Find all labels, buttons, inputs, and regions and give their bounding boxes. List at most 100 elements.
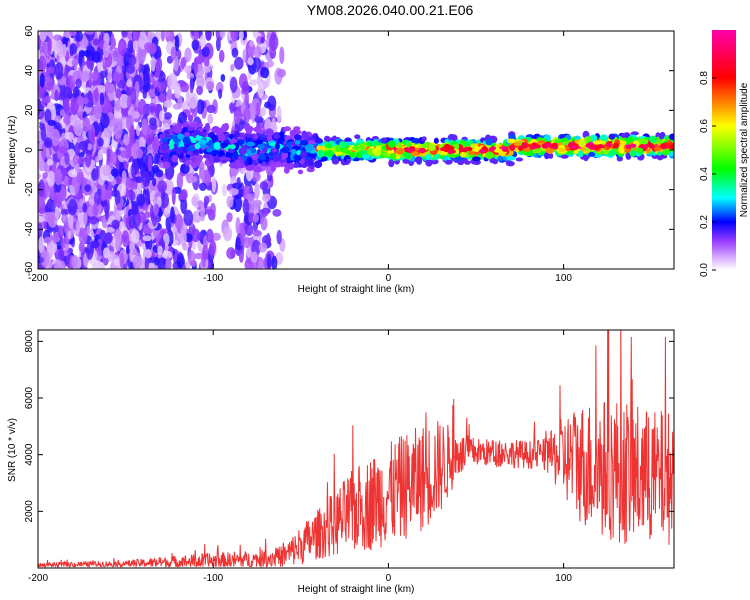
spectrogram-cell [272, 154, 279, 163]
spectrogram-cell [91, 51, 101, 63]
spectrogram-cell [193, 57, 199, 76]
spectrogram-cell [71, 58, 79, 67]
spectrogram-cell [171, 187, 176, 205]
spectrogram-cell [135, 148, 143, 159]
spectrogram-cell [174, 213, 183, 231]
spectrogram-cell [68, 213, 74, 229]
spectrogram-cell [142, 170, 151, 188]
spectrogram-cell [228, 188, 239, 196]
spectrogram-cell [226, 195, 234, 208]
spectrogram-cell [488, 147, 495, 152]
spectrogram-cell [662, 148, 670, 156]
spectrogram-cell [127, 31, 132, 40]
spectrogram-cell [287, 162, 294, 170]
spectrogram-cell [613, 143, 620, 148]
spectrogram-cell [468, 150, 476, 156]
spectrogram-cell [162, 152, 170, 160]
spectrogram-cell [176, 172, 184, 190]
spectrogram-cell [248, 79, 257, 86]
spectrogram-cell [513, 141, 521, 147]
spectrogram-cell [203, 195, 210, 206]
spectrogram-cell [276, 105, 282, 123]
spectrogram-cell [131, 163, 137, 179]
spectrogram-cell [191, 39, 200, 51]
spectrogram-cell [290, 148, 297, 155]
spectrogram-cell [174, 82, 181, 99]
spectrogram-cell [255, 101, 261, 117]
spectrogram-cell [92, 38, 100, 46]
spectrogram-cell [366, 148, 375, 156]
spectrogram-cell [211, 232, 221, 241]
spectrogram-cell [143, 211, 151, 219]
snr-x-label: Height of straight line (km) [298, 584, 415, 595]
spectrogram-cell [38, 216, 45, 223]
spectrogram-cell [187, 92, 198, 109]
spectrogram-cell [132, 31, 141, 42]
spectrogram-cell [244, 90, 250, 108]
spectrogram-cell [118, 221, 125, 233]
y-tick-label: 0 [24, 147, 35, 153]
spectrogram-cell [104, 203, 109, 221]
spectrogram-cell [114, 189, 121, 207]
spectrogram-cell [141, 118, 148, 136]
spectrogram-cell [64, 243, 69, 251]
spectrogram-cell [103, 40, 110, 58]
spectrogram-cell [276, 68, 286, 78]
spectrogram-cell [73, 119, 84, 137]
spectrogram-cell [250, 147, 257, 154]
spectrogram-cell [244, 223, 254, 237]
spectrogram-cell [578, 140, 586, 148]
spectrogram-cell [81, 70, 90, 82]
spectrogram-cell [147, 154, 153, 173]
spectrogram-cell [252, 213, 259, 223]
x-tick-label: 0 [386, 573, 392, 584]
spectrogram-cell [433, 137, 439, 144]
spectrogram-cell [259, 180, 269, 191]
spectrogram-cell [67, 230, 72, 240]
spectrogram-cell [38, 160, 47, 172]
snr-series-line [38, 330, 674, 568]
spectrogram-cell [68, 31, 77, 37]
spectrogram-cell [199, 34, 206, 48]
spectrogram-cell [78, 140, 89, 151]
spectrogram-cell [121, 230, 130, 248]
spectrogram-cell [303, 132, 309, 140]
spectrogram-cell [193, 31, 200, 41]
spectrogram-cell [531, 142, 538, 147]
spectrogram-cell [180, 163, 190, 175]
spectrogram-cell [206, 81, 215, 91]
spectrogram-cell [94, 103, 102, 120]
spectrogram-cell [53, 194, 63, 208]
spectrogram-cell [200, 169, 205, 182]
spectrogram-cell [258, 242, 268, 253]
spectrogram-cell [273, 133, 280, 140]
spectrogram-cell [229, 76, 238, 93]
spectrogram-cell [243, 107, 251, 123]
spectrogram-cell [182, 136, 191, 145]
spectrogram-cell [640, 138, 648, 145]
y-tick-label: 4000 [24, 443, 35, 466]
spectrogram-cell [387, 140, 396, 148]
spectrogram-cell [181, 264, 186, 269]
spectrogram-cell [544, 143, 551, 148]
spectrogram-cell [425, 159, 433, 167]
spectrogram-cell [145, 188, 150, 206]
x-tick-label: 0 [386, 273, 392, 284]
spectrogram-cell [372, 149, 378, 154]
spectrogram-cell [265, 233, 271, 248]
spectrogram-cell [95, 155, 100, 163]
spectrogram-cell [167, 73, 178, 90]
spectrogram-cell [260, 66, 270, 79]
spectrogram-cell [264, 130, 272, 135]
spectrogram-cell [75, 78, 82, 89]
spectrogram-cell [169, 206, 175, 224]
spectrogram-cell [570, 145, 577, 150]
spectrogram-cell [112, 151, 117, 165]
spectrogram-cell [253, 126, 262, 133]
spectrogram-cell [126, 95, 132, 110]
spectrogram-cell [313, 160, 323, 169]
spectrogram-cell [220, 73, 226, 82]
spectrogram-cell [252, 199, 263, 207]
y-tick-label: 60 [24, 25, 35, 37]
spectrogram-cell [660, 143, 667, 148]
